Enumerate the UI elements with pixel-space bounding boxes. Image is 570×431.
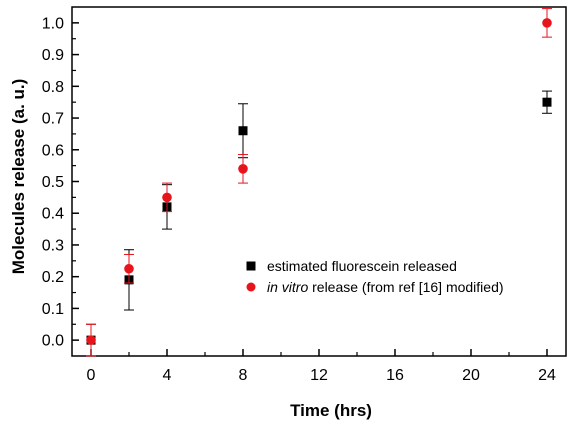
x-tick-label: 20: [462, 367, 480, 384]
data-point-circle: [238, 164, 248, 174]
y-tick-label: 0.9: [42, 47, 64, 64]
y-tick-label: 0.6: [42, 142, 64, 159]
x-tick-label: 4: [163, 367, 172, 384]
y-tick-label: 0.4: [42, 206, 64, 223]
y-tick-label: 0.8: [42, 79, 64, 96]
y-tick-label: 0.2: [42, 269, 64, 286]
series-1: [86, 90, 552, 357]
x-tick-label: 16: [386, 367, 404, 384]
data-point-square: [238, 126, 248, 136]
data-point-circle: [86, 335, 96, 345]
legend-marker-circle: [246, 282, 256, 292]
x-tick-label: 0: [87, 367, 96, 384]
x-tick-label: 8: [239, 367, 248, 384]
x-axis-title: Time (hrs): [290, 401, 372, 420]
legend: estimated fluorescein released in vitro r…: [246, 258, 504, 295]
series-2: [86, 8, 552, 357]
x-tick-label: 24: [538, 367, 556, 384]
series-layer: [86, 8, 552, 357]
y-tick-label: 0.7: [42, 111, 64, 128]
y-tick-label: 0.3: [42, 237, 64, 254]
data-point-square: [542, 97, 552, 107]
y-tick-label: 0.5: [42, 174, 64, 191]
axes: 0.0 0.1 0.2 0.3 0.4 0.5 0.6 0.7 0.8 0.9 1.0 0 4 8 12 16…: [42, 6, 567, 384]
data-point-circle: [124, 263, 134, 274]
data-point-circle: [542, 18, 552, 28]
y-tick-label: 0.0: [42, 333, 64, 350]
data-point-circle: [162, 192, 172, 203]
legend-label: in vitro release (from ref [16] modified…: [267, 279, 504, 295]
plot-frame: [71, 6, 567, 357]
legend-label: estimated fluorescein released: [267, 258, 457, 274]
y-tick-label: 0.1: [42, 301, 64, 318]
legend-marker-square: [246, 261, 256, 271]
y-axis-title: Molecules release (a. u.): [9, 79, 28, 275]
x-tick-label: 12: [310, 367, 328, 384]
y-tick-label: 1.0: [42, 15, 64, 32]
